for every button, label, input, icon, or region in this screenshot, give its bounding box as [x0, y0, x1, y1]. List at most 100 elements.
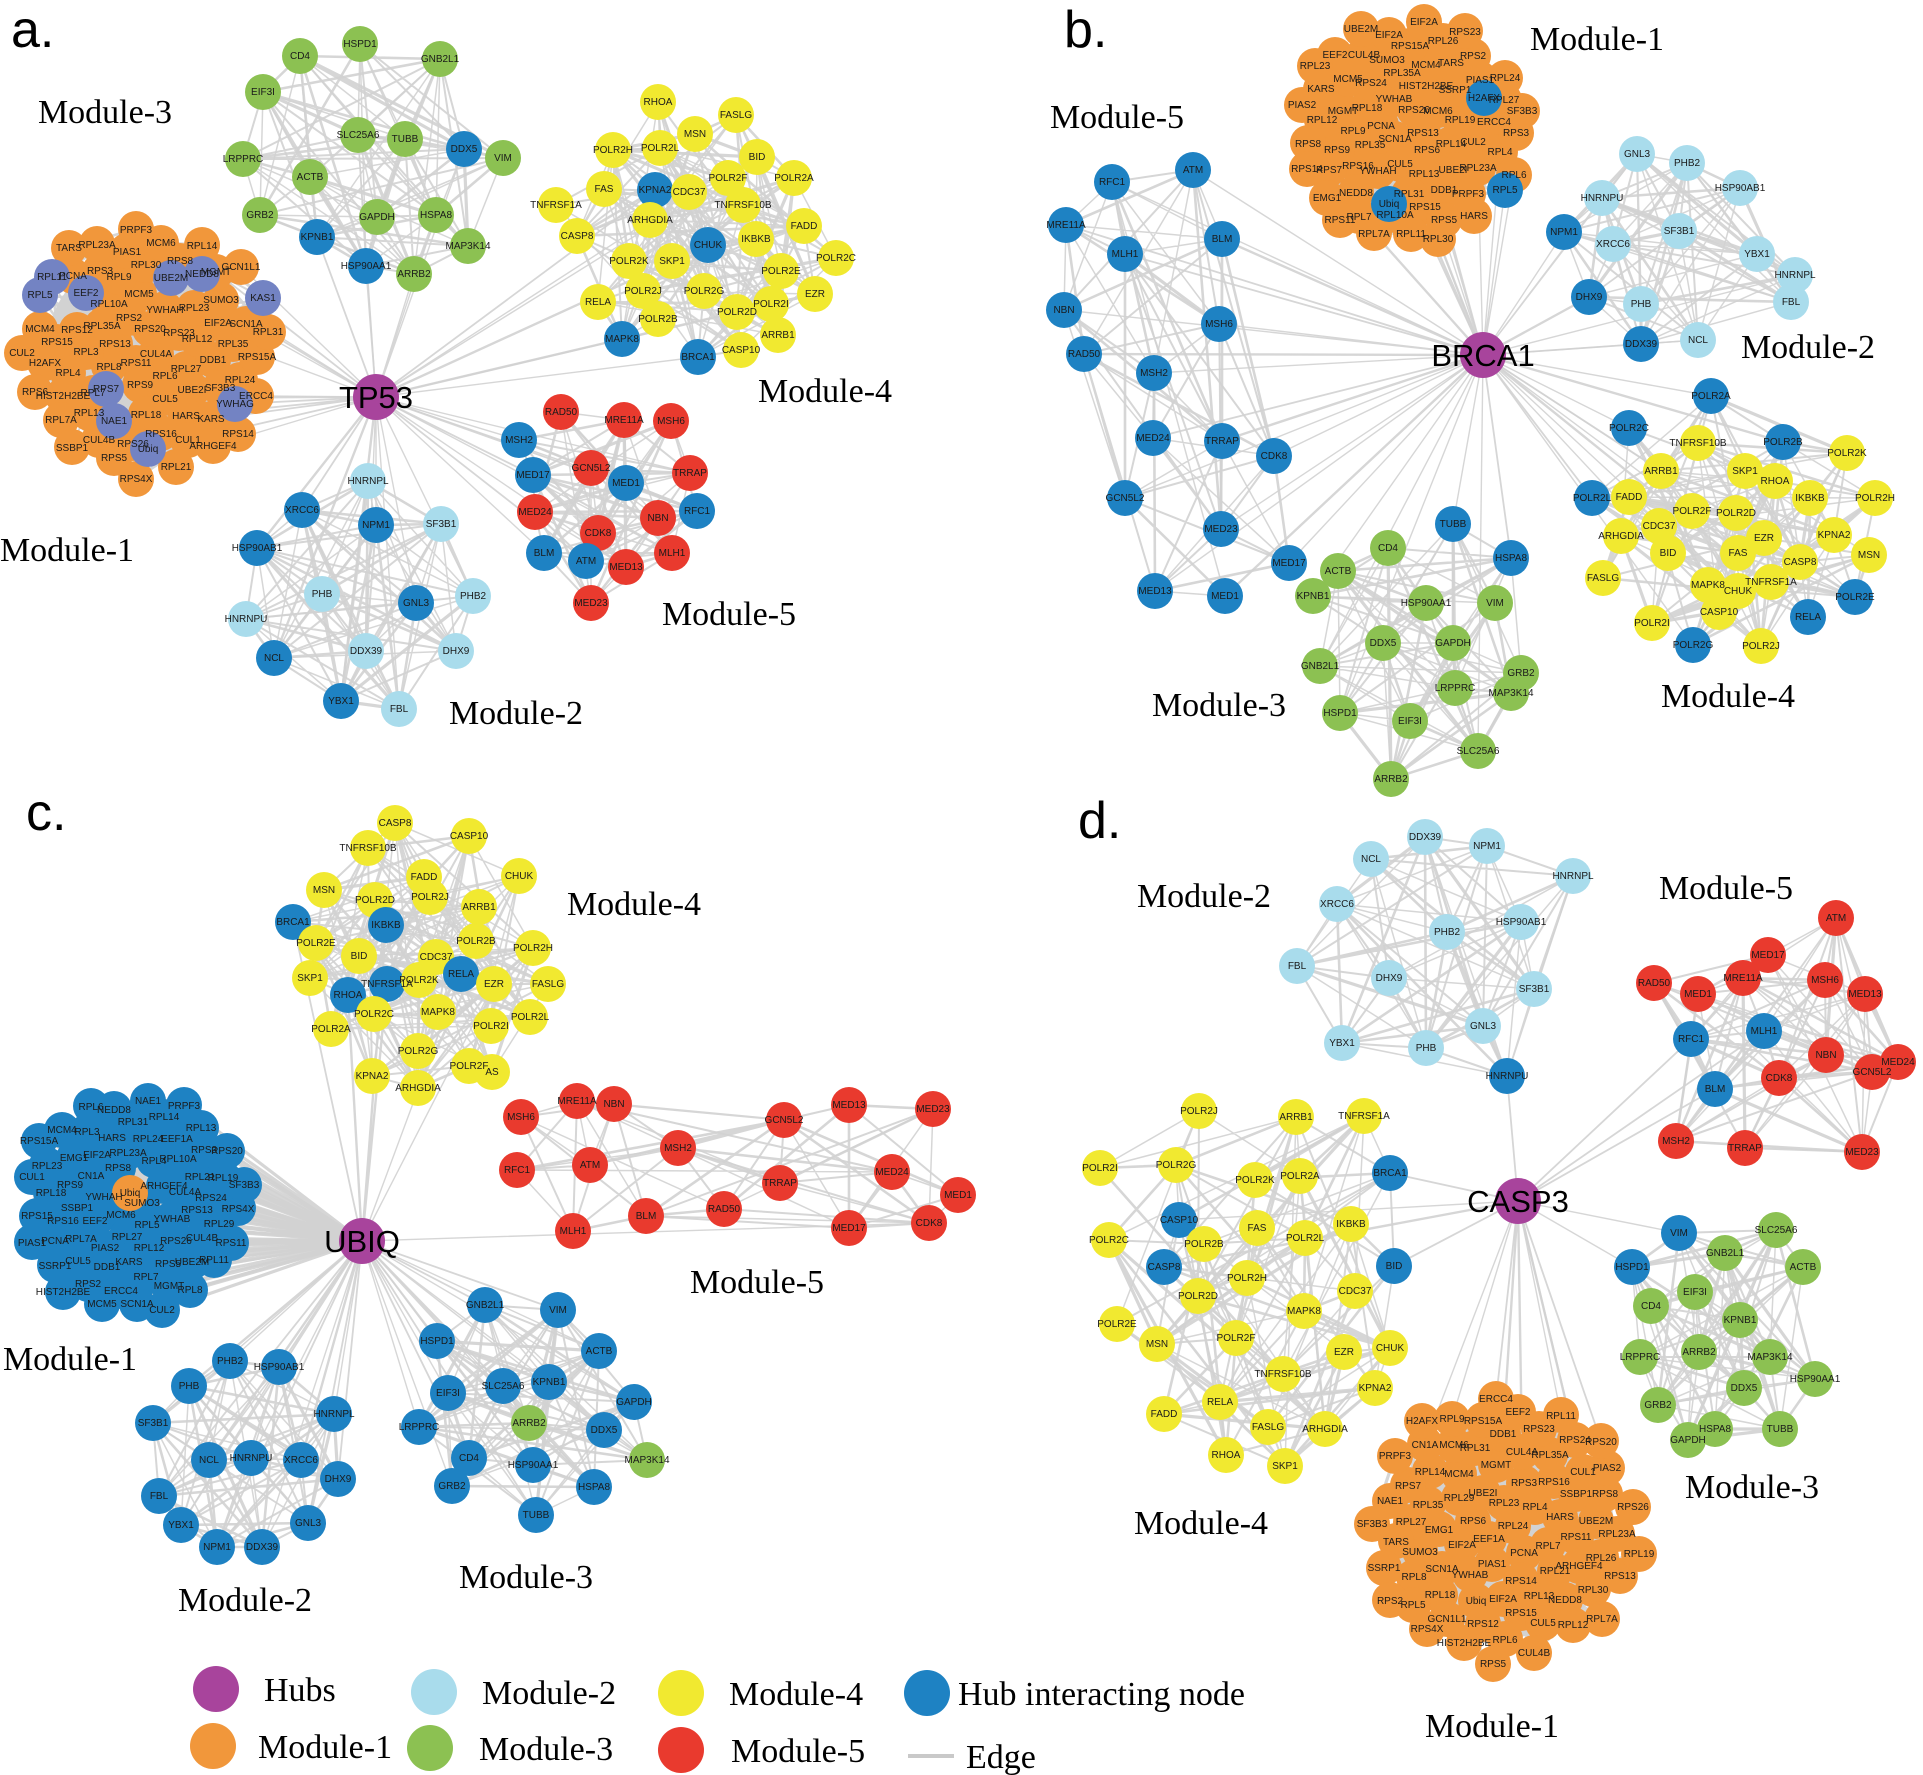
svg-text:ACTB: ACTB: [1325, 566, 1352, 577]
svg-text:PIAS1: PIAS1: [1466, 75, 1495, 86]
svg-text:POLR2D: POLR2D: [355, 895, 395, 906]
svg-text:KPNB1: KPNB1: [1297, 591, 1330, 602]
svg-text:FBL: FBL: [390, 704, 409, 715]
svg-text:RPS11: RPS11: [1561, 1532, 1592, 1543]
svg-text:GRB2: GRB2: [246, 210, 274, 221]
svg-text:CASP8: CASP8: [379, 818, 412, 829]
svg-text:FBL: FBL: [1288, 961, 1307, 972]
svg-text:FADD: FADD: [791, 221, 818, 232]
svg-text:TRRAP: TRRAP: [763, 1178, 797, 1189]
svg-text:CN1A: CN1A: [1412, 1440, 1439, 1451]
svg-text:GCN1L1: GCN1L1: [1428, 1614, 1467, 1625]
svg-text:POLR2C: POLR2C: [1609, 423, 1649, 434]
svg-text:MED13: MED13: [832, 1100, 866, 1111]
svg-text:GAPDH: GAPDH: [1435, 638, 1471, 649]
svg-text:MGMT: MGMT: [1481, 1460, 1512, 1471]
svg-text:POLR2F: POLR2F: [1673, 506, 1712, 517]
svg-text:CUL4A: CUL4A: [1506, 1447, 1539, 1458]
svg-text:Ubiq: Ubiq: [138, 444, 159, 455]
svg-text:PIAS1: PIAS1: [18, 1238, 47, 1249]
svg-text:POLR2D: POLR2D: [1716, 508, 1756, 519]
svg-text:SSRP1: SSRP1: [1368, 1563, 1401, 1574]
svg-text:RPS11: RPS11: [216, 1238, 247, 1249]
svg-text:CDC37: CDC37: [420, 952, 453, 963]
svg-text:RPL30: RPL30: [1423, 234, 1454, 245]
svg-text:DDX39: DDX39: [350, 646, 383, 657]
svg-text:RPS6: RPS6: [1414, 145, 1441, 156]
svg-text:HSPA8: HSPA8: [578, 1482, 610, 1493]
svg-text:MSH6: MSH6: [1205, 319, 1233, 330]
svg-text:HSP90AA1: HSP90AA1: [1401, 598, 1452, 609]
svg-text:RPS26: RPS26: [117, 439, 149, 450]
svg-text:HARS: HARS: [1460, 211, 1488, 222]
svg-text:CASP10: CASP10: [1160, 1215, 1199, 1226]
svg-text:XRCC6: XRCC6: [285, 505, 319, 516]
svg-text:HARS: HARS: [1546, 1512, 1574, 1523]
svg-text:POLR2K: POLR2K: [1235, 1175, 1275, 1186]
svg-text:RPS3: RPS3: [191, 1145, 218, 1156]
svg-text:RPS26: RPS26: [1398, 105, 1430, 116]
svg-text:RPL31: RPL31: [118, 1117, 149, 1128]
svg-text:RPS2: RPS2: [75, 1279, 102, 1290]
svg-text:POLR2H: POLR2H: [1855, 493, 1895, 504]
svg-text:Module-2: Module-2: [1741, 329, 1875, 366]
svg-text:RPS4X: RPS4X: [120, 474, 153, 485]
svg-text:HSPD1: HSPD1: [1615, 1262, 1649, 1273]
svg-text:MRE11A: MRE11A: [604, 415, 644, 426]
svg-text:RPS23: RPS23: [163, 328, 195, 339]
svg-text:RPL29: RPL29: [204, 1219, 235, 1230]
svg-text:SCN1A: SCN1A: [1378, 134, 1412, 145]
svg-text:UBE2M: UBE2M: [154, 273, 188, 284]
svg-text:PHB2: PHB2: [1674, 158, 1701, 169]
svg-text:RPL24: RPL24: [133, 1134, 164, 1145]
svg-text:H2AFX: H2AFX: [1406, 1416, 1439, 1427]
svg-text:ARRB2: ARRB2: [397, 269, 431, 280]
svg-text:CHUK: CHUK: [505, 871, 534, 882]
svg-text:RPS7: RPS7: [1316, 165, 1343, 176]
svg-text:Module-2: Module-2: [449, 695, 583, 732]
svg-text:CUL4A: CUL4A: [140, 349, 173, 360]
svg-text:RPL19: RPL19: [1624, 1549, 1655, 1560]
svg-text:BLM: BLM: [1212, 234, 1233, 245]
svg-text:RELA: RELA: [1795, 612, 1821, 623]
svg-text:KPNA2: KPNA2: [1818, 530, 1851, 541]
svg-text:DDB1: DDB1: [1490, 1429, 1517, 1440]
svg-text:PHB: PHB: [1416, 1043, 1437, 1054]
svg-text:EIF2A: EIF2A: [1489, 1594, 1517, 1605]
svg-text:CASP10: CASP10: [1700, 607, 1739, 618]
svg-text:POLR2A: POLR2A: [774, 173, 814, 184]
svg-text:Module-3: Module-3: [1685, 1469, 1819, 1506]
svg-text:YWHAH: YWHAH: [1359, 166, 1396, 177]
svg-text:RPL7: RPL7: [80, 388, 105, 399]
svg-text:RPL30: RPL30: [1578, 1585, 1609, 1596]
svg-text:PIAS2: PIAS2: [1593, 1463, 1622, 1474]
svg-text:Module-4: Module-4: [567, 886, 701, 923]
svg-text:RPS16: RPS16: [1342, 161, 1374, 172]
svg-text:RPS3: RPS3: [87, 266, 114, 277]
svg-text:NBN: NBN: [647, 513, 668, 524]
svg-text:ARRB2: ARRB2: [1374, 774, 1408, 785]
svg-text:RPL14: RPL14: [1436, 139, 1467, 150]
svg-text:HSP90AA1: HSP90AA1: [508, 1460, 559, 1471]
svg-text:MLH1: MLH1: [1751, 1026, 1778, 1037]
svg-text:GNL3: GNL3: [1470, 1021, 1497, 1032]
svg-text:VIM: VIM: [494, 153, 512, 164]
svg-text:HNRNPU: HNRNPU: [1581, 193, 1624, 204]
svg-text:TUBB: TUBB: [392, 134, 419, 145]
svg-text:HSPA8: HSPA8: [1495, 553, 1527, 564]
svg-text:MRE11A: MRE11A: [1723, 973, 1763, 984]
svg-text:MED13: MED13: [1138, 586, 1172, 597]
svg-text:RPL7: RPL7: [1346, 212, 1371, 223]
svg-text:MLH1: MLH1: [659, 548, 686, 559]
svg-text:RPS26: RPS26: [160, 1236, 192, 1247]
svg-text:RPL21: RPL21: [1540, 1566, 1571, 1577]
svg-text:RPS7: RPS7: [1395, 1481, 1422, 1492]
svg-text:EIF3I: EIF3I: [251, 87, 275, 98]
svg-text:BRCA1: BRCA1: [681, 352, 715, 363]
svg-text:RPL35A: RPL35A: [1383, 68, 1421, 79]
svg-text:RPL7: RPL7: [1535, 1541, 1560, 1552]
svg-text:RPS9: RPS9: [57, 1180, 84, 1191]
svg-text:RPL35: RPL35: [1355, 140, 1386, 151]
svg-text:RPL11: RPL11: [37, 272, 67, 283]
svg-text:MCM5: MCM5: [124, 289, 154, 300]
